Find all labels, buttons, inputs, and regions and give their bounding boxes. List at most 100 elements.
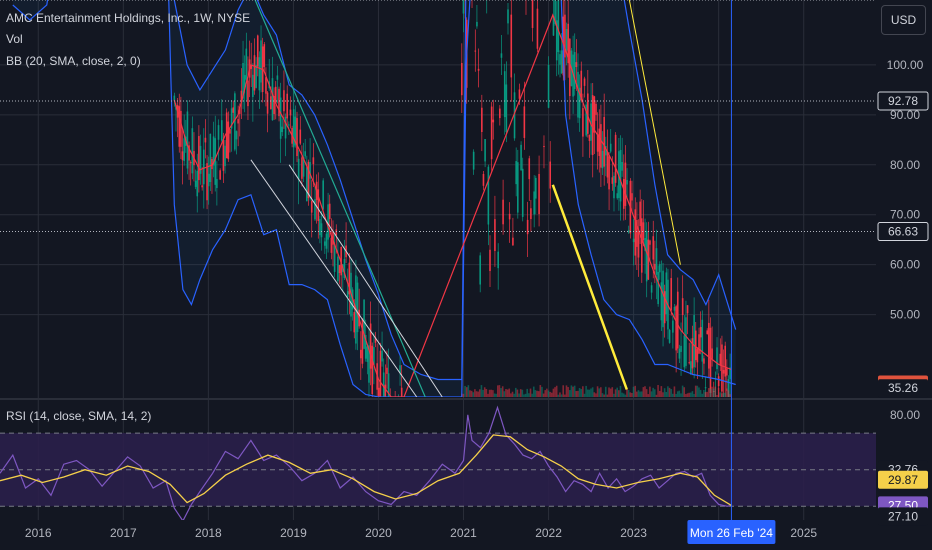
candle-body: [281, 126, 284, 133]
candle-body: [564, 14, 566, 58]
candle-body: [196, 170, 199, 197]
candle-body: [658, 264, 661, 273]
volume-bar: [493, 393, 496, 397]
candle-body: [619, 149, 622, 202]
candle-body: [670, 278, 673, 311]
volume-bar: [634, 385, 636, 397]
candle-body: [312, 157, 315, 165]
candle-body: [603, 116, 605, 167]
volume-bar: [475, 391, 478, 397]
candle-body: [500, 53, 503, 58]
candle-body: [613, 175, 615, 199]
candle-body: [330, 237, 333, 253]
volume-bar: [614, 389, 617, 397]
price-tick-label: 60.00: [890, 258, 920, 272]
candle-body: [363, 299, 365, 349]
candle-body: [573, 52, 576, 90]
candle-body: [204, 137, 207, 143]
candle-body: [178, 106, 181, 147]
candle-body: [502, 199, 504, 225]
candle-body: [724, 345, 727, 377]
volume-bar: [570, 385, 573, 397]
candle-body: [274, 86, 277, 104]
volume-bar: [706, 391, 708, 397]
candle-body: [580, 70, 583, 101]
candle-body: [708, 322, 710, 369]
volume-bar: [676, 391, 679, 397]
candle-body: [595, 103, 597, 115]
volume-bar: [681, 385, 684, 397]
candle-body: [650, 285, 653, 293]
candle-body: [234, 93, 236, 150]
candle-body: [232, 107, 235, 113]
candle-body: [353, 312, 356, 333]
candle-body: [706, 330, 709, 335]
volume-bar: [719, 392, 722, 397]
time-axis: 2016201720182019202020212022202320242025: [25, 526, 817, 540]
volume-bar: [693, 393, 695, 397]
volume-bar: [526, 388, 529, 397]
currency-button[interactable]: USD: [881, 5, 926, 35]
candle-body: [263, 44, 266, 67]
rsi-indicator-label[interactable]: RSI (14, close, SMA, 14, 2): [6, 409, 152, 423]
candle-body: [499, 108, 501, 119]
candle-body: [675, 306, 677, 351]
candle-body: [338, 265, 341, 273]
candle-body: [374, 337, 377, 343]
volume-bar: [691, 391, 694, 397]
volume-bar: [501, 386, 504, 397]
candle-body: [642, 222, 645, 241]
candle-body: [600, 124, 602, 168]
candle-body: [202, 149, 205, 185]
candle-body: [716, 347, 718, 370]
candle-body: [278, 88, 280, 117]
volume-bar: [578, 388, 581, 397]
candle-body: [622, 179, 625, 209]
bollinger-bands-label[interactable]: BB (20, SMA, close, 2, 0): [6, 54, 141, 68]
volume-bar: [698, 387, 700, 397]
candle-body: [219, 170, 221, 180]
candle-body: [343, 258, 346, 278]
candle-body: [680, 345, 682, 352]
volume-bar: [470, 390, 473, 397]
price-tick-label: 70.00: [890, 208, 920, 222]
candle-body: [503, 71, 506, 118]
price-badge-label: 66.63: [888, 225, 918, 239]
candle-body: [260, 40, 262, 83]
volume-bar: [505, 389, 507, 397]
candle-body: [507, 9, 509, 24]
volume-bar: [462, 393, 465, 397]
candle-body: [494, 219, 496, 251]
candle-body: [626, 179, 628, 185]
candle-body: [222, 139, 225, 171]
volume-bar: [657, 385, 659, 397]
time-tick-label: 2022: [535, 526, 562, 540]
candle-body: [711, 348, 713, 359]
time-tick-label: 2016: [25, 526, 52, 540]
candles: [173, 0, 731, 397]
volume-bar: [654, 389, 656, 397]
volume-bar: [539, 385, 542, 397]
candle-body: [497, 251, 499, 269]
candle-body: [655, 248, 658, 275]
volume-bar: [649, 386, 651, 397]
candle-body: [577, 71, 579, 118]
volume-bar: [536, 390, 538, 397]
candle-body: [247, 80, 249, 107]
symbol-title[interactable]: AMC Entertainment Holdings, Inc., 1W, NY…: [6, 11, 251, 25]
candle-body: [596, 134, 599, 152]
volume-bar: [722, 393, 725, 397]
candle-body: [217, 125, 220, 140]
candle-body: [520, 144, 522, 171]
volume-bar: [631, 392, 633, 397]
volume-bar: [487, 393, 489, 397]
volume-bar: [668, 387, 671, 397]
volume-bar: [709, 388, 712, 397]
volume-bar: [467, 385, 470, 397]
volume-indicator-label[interactable]: Vol: [6, 32, 23, 46]
candle-body: [237, 119, 239, 124]
price-badge: [877, 91, 929, 111]
candle-body: [510, 14, 513, 78]
volume-bar: [465, 387, 468, 397]
